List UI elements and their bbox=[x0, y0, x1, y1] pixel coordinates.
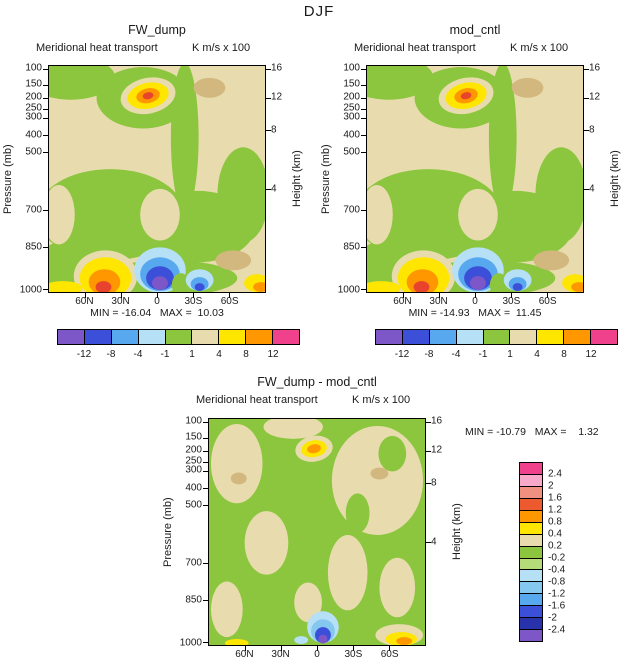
panel-a-title: FW_dump bbox=[128, 23, 186, 37]
panel-c-minmax-label: MIN = -10.79 MAX = 1.32 bbox=[465, 426, 599, 438]
panel-a-minmax-label: MIN = -16.04 MAX = 10.03 bbox=[90, 307, 224, 319]
panel-c-pressure-axis-labels: 100 150 200 250 300 400 500 700 850 1000 bbox=[179, 415, 202, 649]
panel-a-latitude-axis-labels: 60N 30N 0 30S 60S bbox=[75, 296, 239, 307]
panel-b-minmax-label: MIN = -14.93 MAX = 11.45 bbox=[408, 307, 542, 319]
panel-a-height-axis-title: Height (km) bbox=[291, 150, 303, 208]
panel-c-latitude-axis-labels: 60N 30N 0 30S 60S bbox=[235, 649, 399, 660]
panel-a-colorbar bbox=[57, 329, 300, 345]
panel-b-colorbar bbox=[375, 329, 618, 345]
panel-c-units-label: K m/s x 100 bbox=[352, 394, 411, 406]
panel-c-colorbar bbox=[519, 462, 543, 642]
panel-a-colorbar-labels: -12 -8 -4 -1 1 4 8 12 bbox=[76, 349, 279, 360]
panel-c-colorbar-labels: 2.4 2 1.6 1.2 0.8 0.4 0.2 -0.2 -0.4 -0.8 -1.2 -1.6-… bbox=[548, 468, 566, 636]
panel-c-height-axis-title: Height (km) bbox=[451, 503, 463, 561]
panel-b-subtitle: Meridional heat transport bbox=[354, 42, 476, 54]
panel-c-height-axis-labels: 16 12 8 4 bbox=[431, 415, 443, 548]
panel-a-subtitle: Meridional heat transport bbox=[36, 42, 158, 54]
panel-c-title: FW_dump - mod_cntl bbox=[257, 375, 377, 389]
panel-a-units-label: K m/s x 100 bbox=[192, 42, 251, 54]
panel-b-latitude-axis-labels: 60N 30N 0 30S 60S bbox=[393, 296, 557, 307]
panel-b-pressure-axis-labels: 100 150 200 250 300 400 500 700 850 1000 bbox=[337, 62, 360, 296]
panel-b-height-axis-title: Height (km) bbox=[609, 150, 621, 208]
panel-a-contour-field bbox=[49, 66, 265, 292]
panel-c-subtitle: Meridional heat transport bbox=[196, 394, 318, 406]
panel-b-pressure-axis-title: Pressure (mb) bbox=[320, 144, 332, 214]
panel-a-plot-frame bbox=[43, 65, 271, 298]
panel-b-title: mod_cntl bbox=[449, 23, 501, 37]
panel-c-pressure-axis-title: Pressure (mb) bbox=[162, 497, 174, 567]
panel-c-plot-frame bbox=[203, 418, 431, 651]
season-title: DJF bbox=[303, 3, 335, 20]
panel-a-pressure-axis-labels: 100 150 200 250 300 400 500 700 850 1000 bbox=[19, 62, 42, 296]
panel-a-pressure-axis-title: Pressure (mb) bbox=[2, 144, 14, 214]
panel-b-units-label: K m/s x 100 bbox=[510, 42, 569, 54]
panel-a-height-axis-labels: 16 12 8 4 bbox=[271, 62, 283, 195]
panel-b-colorbar-labels: -12 -8 -4 -1 1 4 8 12 bbox=[394, 349, 597, 360]
panel-b-height-axis-labels: 16 12 8 4 bbox=[589, 62, 601, 195]
panel-b-contour-field bbox=[367, 66, 583, 292]
panel-c-contour-field bbox=[209, 419, 425, 645]
panel-b-plot-frame bbox=[361, 65, 589, 298]
